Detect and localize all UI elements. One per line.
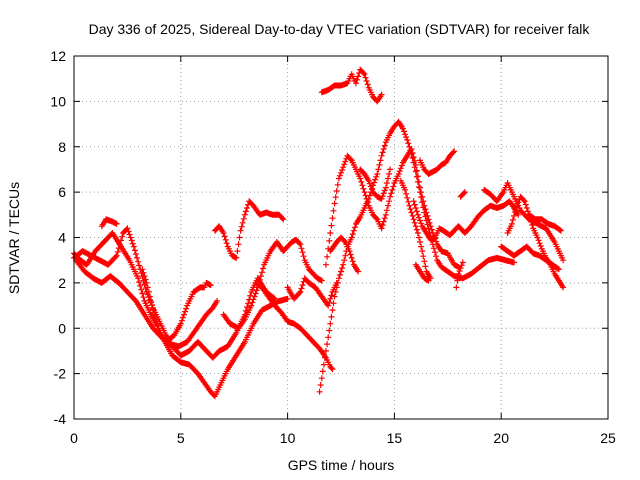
y-tick-label: 0 bbox=[58, 320, 66, 336]
series-sat-g bbox=[220, 236, 325, 332]
series-sat-k bbox=[323, 146, 462, 270]
series-markers bbox=[412, 261, 432, 284]
y-tick-label: 6 bbox=[58, 184, 66, 200]
series-sat-h bbox=[252, 279, 336, 373]
series-sat-c bbox=[73, 257, 221, 350]
series-markers bbox=[397, 177, 434, 282]
series-markers bbox=[252, 279, 336, 373]
y-axis-title: SDTVAR / TECUs bbox=[6, 182, 22, 294]
series-sat-n bbox=[357, 166, 394, 202]
series-sat-e bbox=[139, 266, 214, 345]
axis-ticks: 0 5 10 15 20 25 -4 -2 0 2 4 6 8 10 12 bbox=[50, 48, 616, 446]
x-tick-label: 10 bbox=[280, 430, 296, 446]
series-sat-p bbox=[410, 198, 522, 243]
y-tick-label: 8 bbox=[58, 139, 66, 155]
y-tick-label: -4 bbox=[54, 411, 67, 427]
series-markers bbox=[284, 275, 340, 309]
series-sat-t bbox=[457, 189, 468, 200]
series-markers bbox=[410, 198, 522, 243]
series-markers bbox=[417, 148, 458, 177]
x-tick-label: 5 bbox=[177, 430, 185, 446]
series-sat-x bbox=[526, 211, 564, 234]
series-sat-q bbox=[412, 261, 432, 284]
series-markers bbox=[457, 189, 468, 200]
y-tick-label: 4 bbox=[58, 230, 66, 246]
x-tick-label: 25 bbox=[600, 430, 616, 446]
series-markers bbox=[327, 234, 362, 275]
series-markers bbox=[526, 211, 564, 234]
series-sat-m bbox=[318, 66, 385, 105]
series-markers bbox=[98, 216, 120, 230]
x-tick-label: 20 bbox=[493, 430, 509, 446]
series-sat-f bbox=[212, 198, 287, 261]
y-tick-label: 10 bbox=[50, 93, 66, 109]
x-tick-label: 0 bbox=[70, 430, 78, 446]
x-axis-title: GPS time / hours bbox=[288, 457, 395, 473]
series-markers bbox=[71, 230, 291, 400]
series-sat-d bbox=[98, 216, 120, 230]
series-sat-j bbox=[316, 118, 517, 395]
y-tick-label: -2 bbox=[54, 366, 67, 382]
series-markers bbox=[212, 198, 287, 261]
series-markers bbox=[318, 66, 385, 105]
series-markers bbox=[357, 166, 394, 202]
series-sat-l bbox=[327, 234, 362, 275]
series-markers bbox=[220, 236, 325, 332]
series-markers bbox=[323, 146, 462, 270]
y-tick-label: 12 bbox=[50, 48, 66, 64]
y-tick-label: 2 bbox=[58, 275, 66, 291]
data-points bbox=[71, 66, 567, 400]
series-sat-r bbox=[417, 148, 458, 177]
series-sat-b bbox=[71, 230, 291, 400]
series-markers bbox=[73, 257, 221, 350]
series-sat-i bbox=[284, 275, 340, 309]
series-markers bbox=[139, 266, 214, 345]
series-sat-s bbox=[453, 259, 466, 291]
series-markers bbox=[453, 259, 466, 291]
x-tick-label: 15 bbox=[387, 430, 403, 446]
series-sat-o bbox=[397, 177, 434, 282]
series-sat-w bbox=[498, 243, 562, 273]
chart-title: Day 336 of 2025, Sidereal Day-to-day VTE… bbox=[89, 21, 591, 37]
series-markers bbox=[316, 118, 517, 395]
series-markers bbox=[498, 243, 562, 273]
